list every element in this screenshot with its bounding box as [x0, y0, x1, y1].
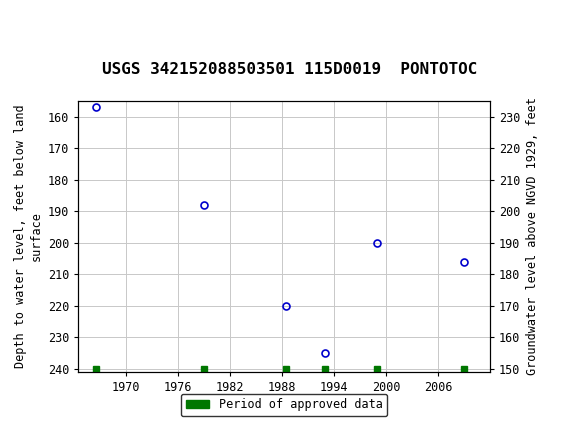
Legend: Period of approved data: Period of approved data: [181, 394, 387, 416]
Y-axis label: Groundwater level above NGVD 1929, feet: Groundwater level above NGVD 1929, feet: [526, 98, 539, 375]
Text: USGS 342152088503501 115D0019  PONTOTOC: USGS 342152088503501 115D0019 PONTOTOC: [102, 62, 478, 77]
Y-axis label: Depth to water level, feet below land
surface: Depth to water level, feet below land su…: [14, 104, 42, 369]
Text: ≡USGS: ≡USGS: [9, 11, 85, 30]
